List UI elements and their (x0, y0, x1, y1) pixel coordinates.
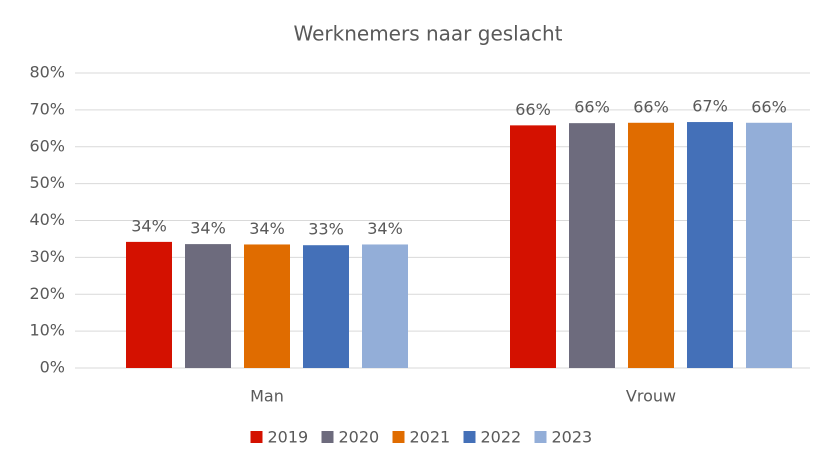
chart-title: Werknemers naar geslacht (294, 22, 563, 46)
data-label: 34% (131, 216, 167, 235)
bar (185, 244, 231, 368)
legend-swatch (392, 431, 405, 443)
y-tick-label: 50% (29, 173, 65, 192)
bar (510, 125, 556, 368)
bar (244, 244, 290, 368)
data-label: 34% (367, 219, 403, 238)
data-label: 34% (249, 219, 285, 238)
bar (687, 122, 733, 368)
data-label: 34% (190, 219, 226, 238)
legend-swatch (534, 431, 547, 443)
y-tick-label: 70% (29, 99, 65, 118)
y-tick-label: 40% (29, 210, 65, 229)
x-tick-label: Man (250, 387, 284, 406)
y-tick-label: 80% (29, 63, 65, 82)
bar (126, 241, 172, 368)
legend-swatch (250, 431, 263, 443)
y-tick-label: 60% (29, 136, 65, 155)
data-label: 67% (692, 97, 728, 116)
bar (628, 122, 674, 368)
legend-label: 2020 (339, 428, 380, 447)
bar (303, 245, 349, 368)
legend-swatch (321, 431, 334, 443)
y-tick-label: 30% (29, 247, 65, 266)
y-tick-label: 0% (40, 358, 65, 377)
legend-label: 2022 (481, 428, 522, 447)
legend-label: 2021 (410, 428, 451, 447)
bar (569, 123, 615, 369)
data-label: 66% (633, 97, 669, 116)
y-tick-label: 10% (29, 321, 65, 340)
legend-swatch (463, 431, 476, 443)
legend-label: 2023 (552, 428, 593, 447)
data-label: 66% (515, 100, 551, 119)
bar (362, 244, 408, 368)
bar (746, 122, 792, 368)
data-label: 66% (751, 97, 787, 116)
data-label: 33% (308, 220, 344, 239)
legend-label: 2019 (268, 428, 309, 447)
y-tick-label: 20% (29, 284, 65, 303)
data-label: 66% (574, 98, 610, 117)
x-tick-label: Vrouw (626, 387, 676, 406)
